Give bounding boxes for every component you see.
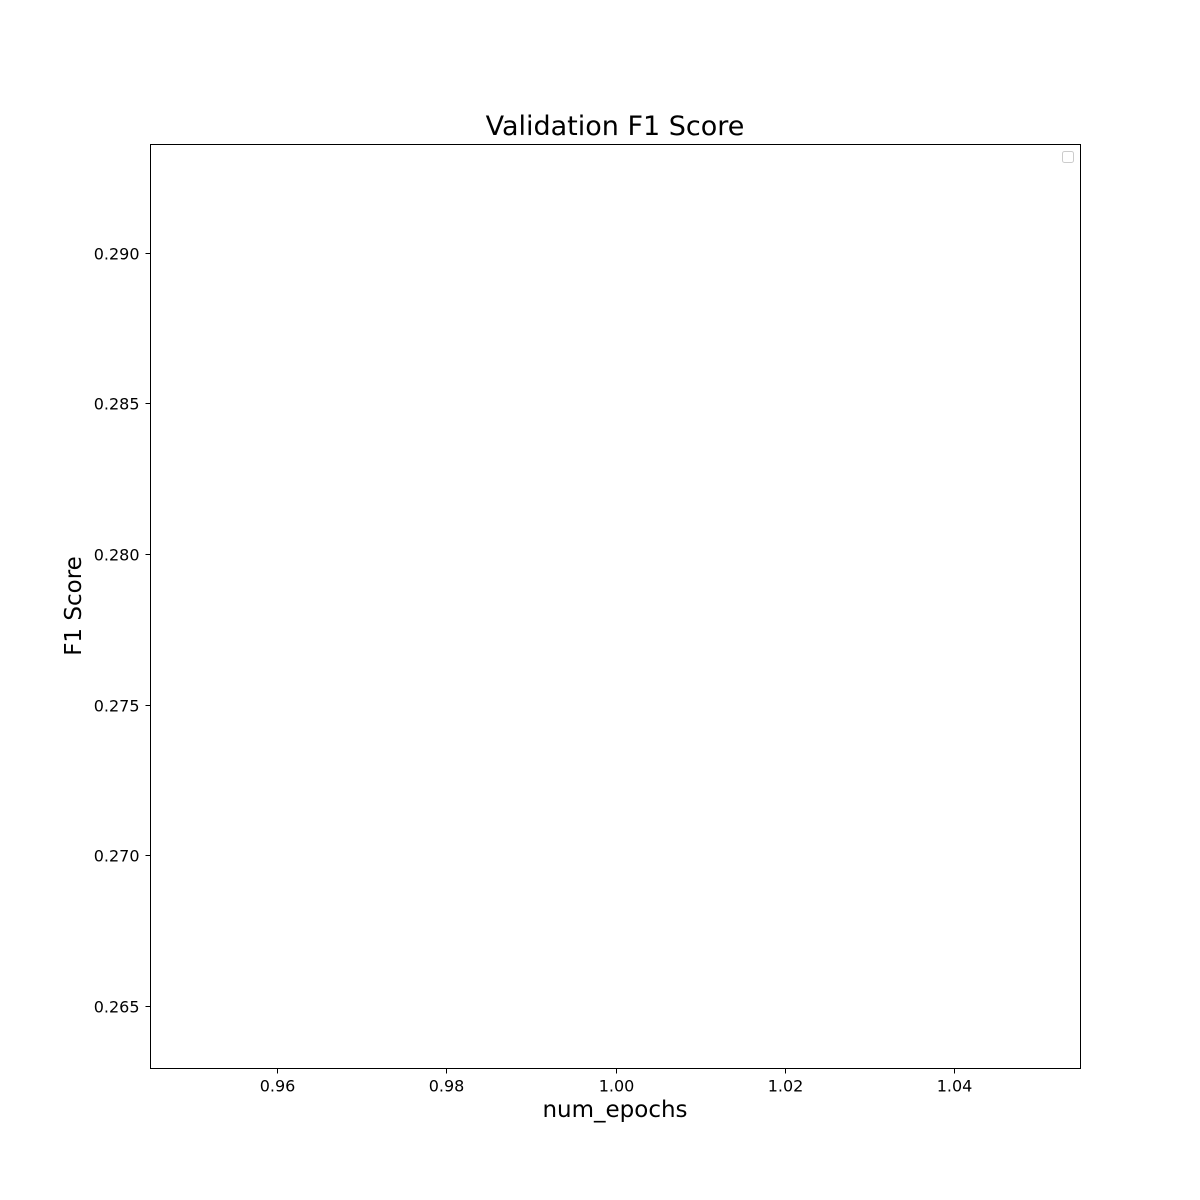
x-tick-label: 0.96	[260, 1077, 296, 1096]
y-tick-label: 0.275	[94, 697, 140, 716]
plot-frame	[150, 144, 1081, 1069]
y-tick-label: 0.265	[94, 998, 140, 1017]
y-axis: 0.265 0.270 0.275 0.280 0.285 0.290	[94, 245, 151, 1017]
x-tick-label: 0.98	[429, 1077, 465, 1096]
legend	[1062, 151, 1074, 163]
x-axis-label: num_epochs	[542, 1097, 687, 1123]
y-axis-label: F1 Score	[61, 556, 87, 656]
y-tick-label: 0.280	[94, 546, 140, 565]
y-tick-label: 0.285	[94, 395, 140, 414]
x-tick-label: 1.04	[937, 1077, 973, 1096]
x-tick-label: 1.02	[768, 1077, 804, 1096]
legend-box	[1062, 151, 1074, 163]
y-tick-label: 0.290	[94, 245, 140, 264]
y-tick-label: 0.270	[94, 847, 140, 866]
chart-title: Validation F1 Score	[486, 111, 745, 142]
x-axis: 0.96 0.98 1.00 1.02 1.04	[260, 1068, 973, 1096]
plot-area	[150, 144, 1081, 1069]
x-tick-label: 1.00	[599, 1077, 635, 1096]
